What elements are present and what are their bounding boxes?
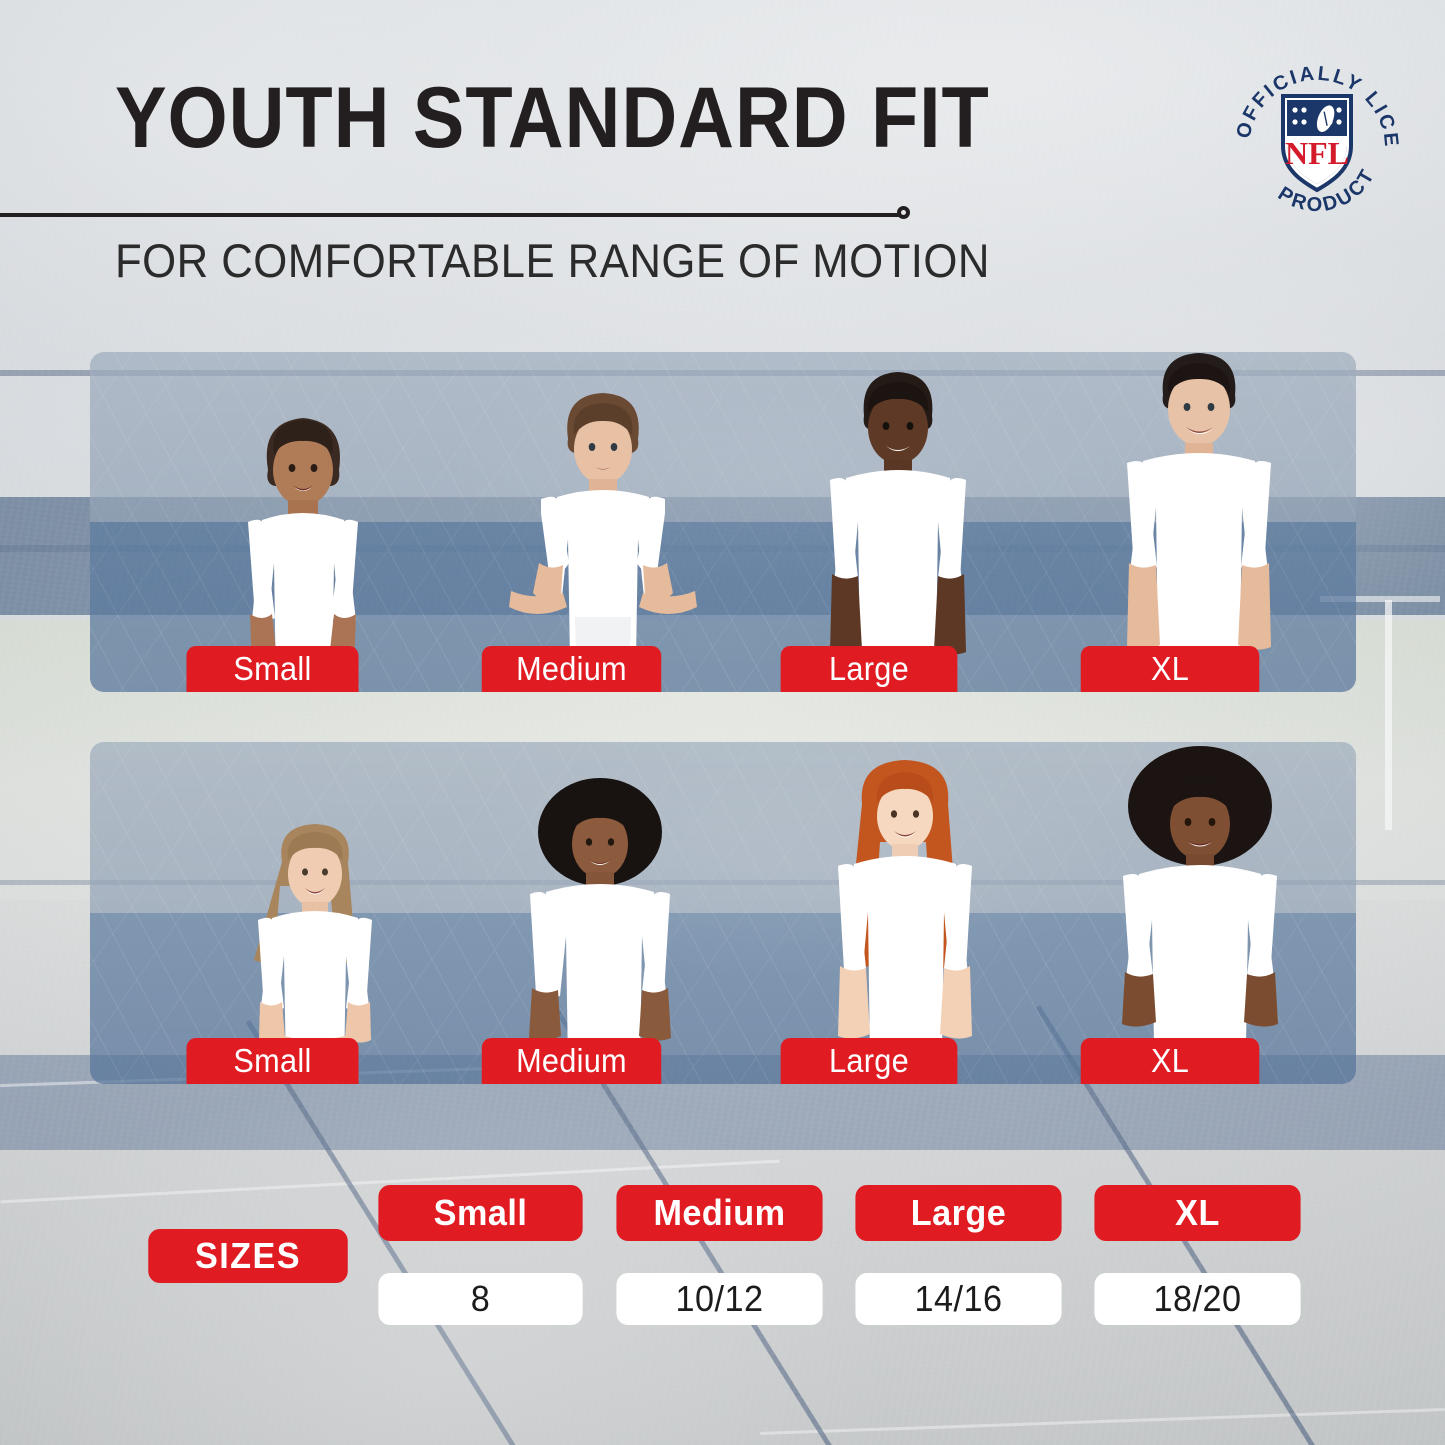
page-subtitle: FOR COMFORTABLE RANGE OF MOTION <box>115 234 990 287</box>
girl-model-xl <box>1085 744 1315 1084</box>
seal-shield-label: NFL <box>1285 135 1349 171</box>
boys-size-tab-xl-label: XL <box>1150 650 1190 687</box>
boy-model-large <box>790 362 1005 692</box>
sizes-column-value-small: 8 <box>378 1273 583 1325</box>
girls-size-tab-xl[interactable]: XL <box>1080 1038 1260 1084</box>
sizes-column-value-medium: 10/12 <box>616 1273 823 1325</box>
boys-size-tab-small-label: Small <box>233 650 312 687</box>
boys-size-tab-large-label: Large <box>829 650 909 687</box>
girls-size-tab-small-label: Small <box>233 1042 312 1079</box>
sizes-column-value-xl-text: 18/20 <box>1153 1278 1242 1319</box>
nfl-officially-licensed-seal-icon: OFFICIALLY LICENSED PRODUCT NFL <box>1215 31 1410 234</box>
girls-size-tab-medium-label: Medium <box>516 1042 627 1079</box>
boys-fit-panel: Small Medium <box>90 352 1356 692</box>
sizes-column-header-large[interactable]: Large <box>855 1185 1062 1241</box>
page-title: YOUTH STANDARD FIT <box>115 70 990 166</box>
goalpost-upright <box>1385 600 1392 830</box>
title-divider <box>0 204 920 226</box>
girls-size-tab-large-label: Large <box>829 1042 909 1079</box>
girls-size-tab-medium[interactable]: Medium <box>481 1038 662 1084</box>
divider-endpoint-dot-icon <box>897 206 910 219</box>
sizes-column-header-medium-text: Medium <box>653 1192 786 1233</box>
sizes-column-value-large-text: 14/16 <box>914 1278 1003 1319</box>
boys-size-tab-large[interactable]: Large <box>780 646 958 692</box>
boys-size-tab-small[interactable]: Small <box>186 646 359 692</box>
boys-size-tab-xl[interactable]: XL <box>1080 646 1260 692</box>
boys-size-tab-medium-label: Medium <box>516 650 627 687</box>
girl-model-large <box>800 754 1010 1084</box>
boy-model-xl <box>1085 352 1310 692</box>
girls-size-tab-xl-label: XL <box>1150 1042 1190 1079</box>
girl-model-small <box>220 812 410 1084</box>
sizes-column-header-xl[interactable]: XL <box>1094 1185 1301 1241</box>
sizes-column-value-medium-text: 10/12 <box>675 1278 764 1319</box>
sizes-row-label: SIZES <box>148 1229 348 1283</box>
girls-size-tab-large[interactable]: Large <box>780 1038 958 1084</box>
sizes-row-label-text: SIZES <box>195 1235 301 1276</box>
sizes-column-header-small-text: Small <box>433 1192 528 1233</box>
divider-line <box>0 213 905 217</box>
goalpost-crossbar <box>1320 596 1440 602</box>
boys-size-tab-medium[interactable]: Medium <box>481 646 662 692</box>
boy-model-medium <box>495 377 710 692</box>
sizes-column-header-xl-text: XL <box>1175 1192 1220 1233</box>
sizes-column-header-small[interactable]: Small <box>378 1185 583 1241</box>
sizes-column-value-xl: 18/20 <box>1094 1273 1301 1325</box>
girls-fit-panel: Small Medium <box>90 742 1356 1084</box>
girls-size-tab-small[interactable]: Small <box>186 1038 359 1084</box>
sizes-column-value-large: 14/16 <box>855 1273 1062 1325</box>
sizes-column-header-large-text: Large <box>910 1192 1007 1233</box>
sizes-column-value-small-text: 8 <box>470 1278 491 1319</box>
sizes-column-header-medium[interactable]: Medium <box>616 1185 823 1241</box>
